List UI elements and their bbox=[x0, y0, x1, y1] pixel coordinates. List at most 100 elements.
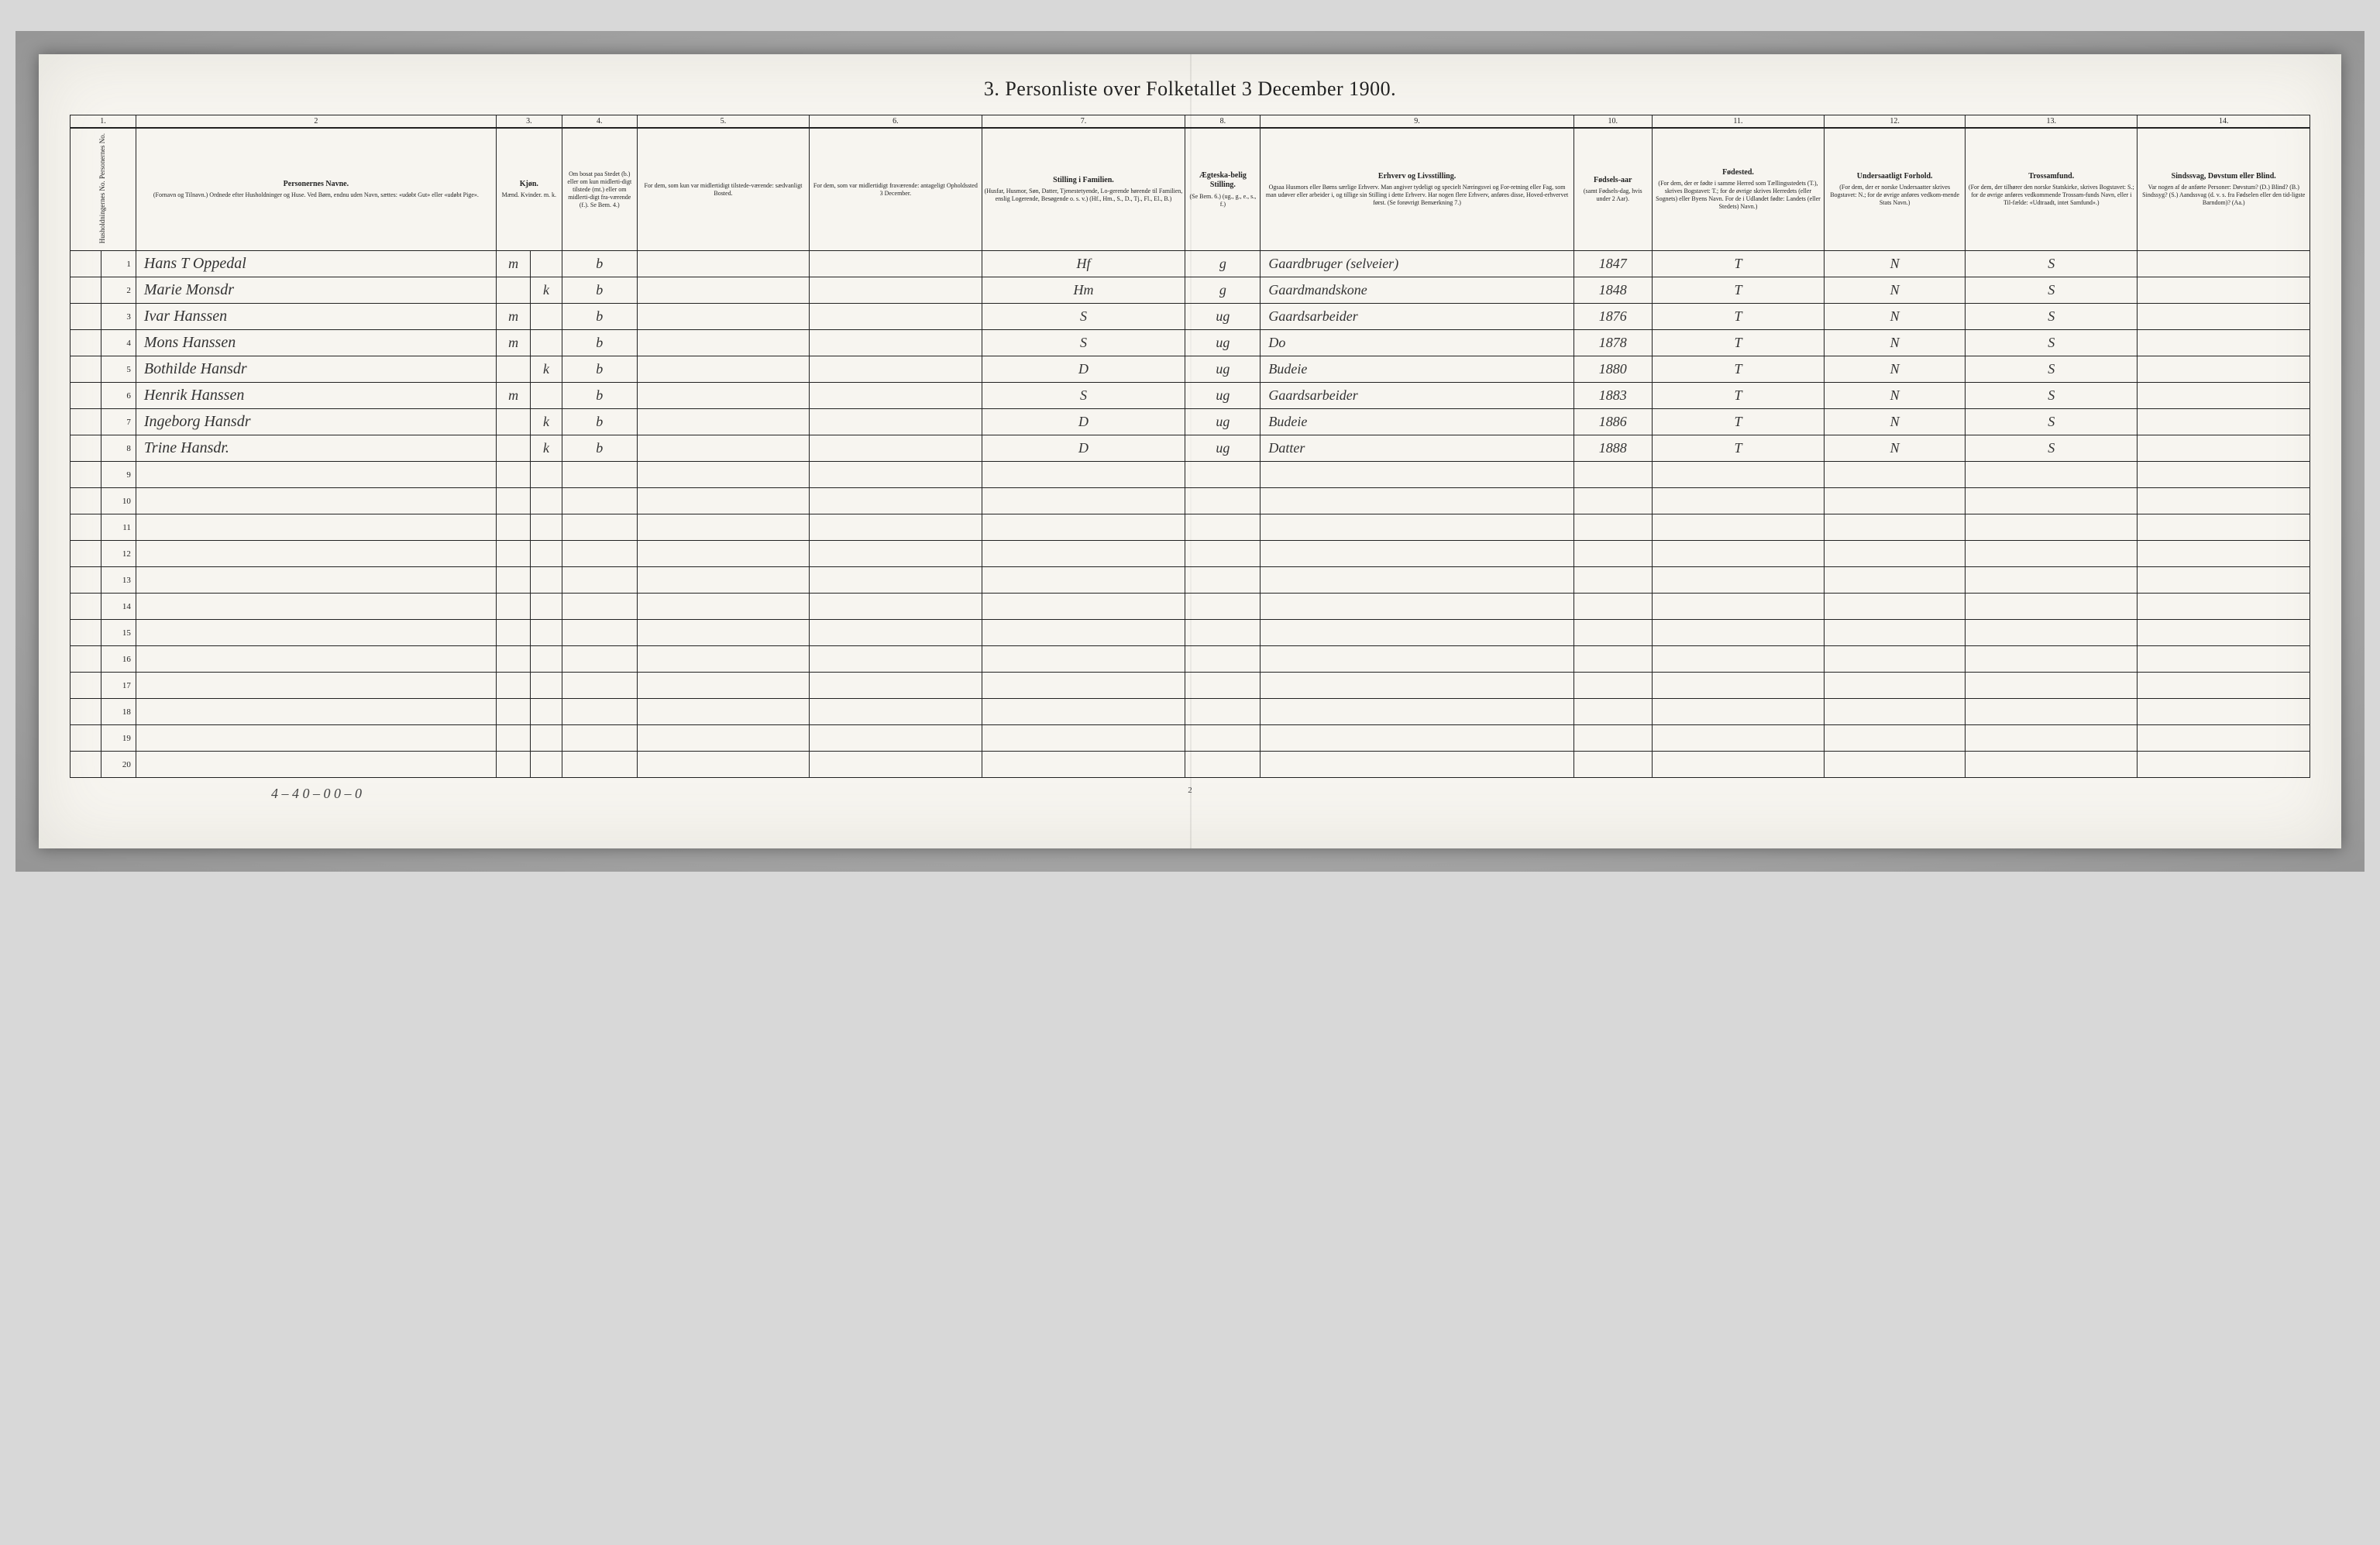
cell-sex-m bbox=[496, 435, 530, 462]
cell-marital bbox=[1185, 594, 1261, 620]
cell-5 bbox=[637, 514, 809, 541]
cell-birthplace: T bbox=[1652, 277, 1824, 304]
cell-sex-m bbox=[496, 567, 530, 594]
cell-5 bbox=[637, 462, 809, 488]
cell-family-pos: D bbox=[982, 435, 1185, 462]
cell-name bbox=[136, 488, 496, 514]
cell-person-no: 10 bbox=[101, 488, 136, 514]
cell-name bbox=[136, 673, 496, 699]
cell-5 bbox=[637, 725, 809, 752]
cell-sex-m bbox=[496, 488, 530, 514]
cell-nationality bbox=[1825, 673, 1966, 699]
cell-14 bbox=[2138, 356, 2310, 383]
cell-sex-m bbox=[496, 462, 530, 488]
cell-religion: S bbox=[1966, 277, 2138, 304]
cell-family-pos: Hm bbox=[982, 277, 1185, 304]
cell-6 bbox=[810, 488, 982, 514]
colnum-14: 14. bbox=[2138, 115, 2310, 129]
cell-sex-k bbox=[531, 541, 562, 567]
cell-sex-m bbox=[496, 699, 530, 725]
colnum-1: 1. bbox=[71, 115, 136, 129]
cell-marital bbox=[1185, 514, 1261, 541]
cell-14 bbox=[2138, 383, 2310, 409]
cell-sex-m bbox=[496, 725, 530, 752]
cell-14 bbox=[2138, 620, 2310, 646]
cell-sex-k bbox=[531, 488, 562, 514]
cell-family-pos bbox=[982, 620, 1185, 646]
colnum-6: 6. bbox=[810, 115, 982, 129]
census-table: 1. 2 3. 4. 5. 6. 7. 8. 9. 10. 11. 12. 13… bbox=[70, 115, 2310, 778]
table-row-empty: 16 bbox=[71, 646, 2310, 673]
cell-14 bbox=[2138, 277, 2310, 304]
cell-6 bbox=[810, 251, 982, 277]
cell-occupation: Budeie bbox=[1261, 356, 1573, 383]
colnum-10: 10. bbox=[1573, 115, 1652, 129]
table-row-empty: 20 bbox=[71, 752, 2310, 778]
cell-birthyear bbox=[1573, 673, 1652, 699]
cell-marital bbox=[1185, 620, 1261, 646]
cell-residence bbox=[562, 673, 637, 699]
cell-sex-m: m bbox=[496, 383, 530, 409]
cell-person-no: 4 bbox=[101, 330, 136, 356]
cell-family-pos bbox=[982, 752, 1185, 778]
cell-14 bbox=[2138, 594, 2310, 620]
cell-5 bbox=[637, 567, 809, 594]
cell-birthplace: T bbox=[1652, 409, 1824, 435]
cell-5 bbox=[637, 304, 809, 330]
header-8: Ægteska-belig Stilling. (Se Bem. 6.) (ug… bbox=[1185, 128, 1261, 251]
cell-5 bbox=[637, 646, 809, 673]
cell-name bbox=[136, 752, 496, 778]
cell-name bbox=[136, 594, 496, 620]
cell-sex-m bbox=[496, 356, 530, 383]
header-12: Undersaatligt Forhold. (For dem, der er … bbox=[1825, 128, 1966, 251]
cell-6 bbox=[810, 673, 982, 699]
cell-birthplace bbox=[1652, 673, 1824, 699]
cell-occupation: Do bbox=[1261, 330, 1573, 356]
cell-person-no: 7 bbox=[101, 409, 136, 435]
table-row-empty: 14 bbox=[71, 594, 2310, 620]
cell-religion bbox=[1966, 699, 2138, 725]
cell-residence: b bbox=[562, 435, 637, 462]
cell-religion bbox=[1966, 752, 2138, 778]
cell-household bbox=[71, 356, 101, 383]
cell-family-pos bbox=[982, 488, 1185, 514]
cell-occupation bbox=[1261, 725, 1573, 752]
cell-14 bbox=[2138, 673, 2310, 699]
cell-birthyear: 1848 bbox=[1573, 277, 1652, 304]
cell-person-no: 12 bbox=[101, 541, 136, 567]
cell-birthplace bbox=[1652, 488, 1824, 514]
cell-occupation: Gaardmandskone bbox=[1261, 277, 1573, 304]
cell-family-pos bbox=[982, 646, 1185, 673]
cell-religion bbox=[1966, 594, 2138, 620]
colnum-12: 12. bbox=[1825, 115, 1966, 129]
cell-5 bbox=[637, 330, 809, 356]
cell-14 bbox=[2138, 752, 2310, 778]
cell-family-pos bbox=[982, 594, 1185, 620]
cell-occupation bbox=[1261, 699, 1573, 725]
cell-residence bbox=[562, 699, 637, 725]
cell-religion: S bbox=[1966, 304, 2138, 330]
cell-nationality: N bbox=[1825, 251, 1966, 277]
cell-nationality: N bbox=[1825, 435, 1966, 462]
cell-birthyear bbox=[1573, 541, 1652, 567]
cell-occupation: Gaardbruger (selveier) bbox=[1261, 251, 1573, 277]
cell-sex-k bbox=[531, 567, 562, 594]
table-row: 8Trine Hansdr.kbDugDatter1888TNS bbox=[71, 435, 2310, 462]
cell-marital: g bbox=[1185, 277, 1261, 304]
cell-sex-k bbox=[531, 251, 562, 277]
footer-tally: 4 – 4 0 – 0 0 – 0 bbox=[271, 786, 362, 801]
cell-birthyear: 1883 bbox=[1573, 383, 1652, 409]
table-row: 3Ivar HanssenmbSugGaardsarbeider1876TNS bbox=[71, 304, 2310, 330]
cell-name: Ivar Hanssen bbox=[136, 304, 496, 330]
cell-birthyear bbox=[1573, 462, 1652, 488]
footer-note: 4 – 4 0 – 0 0 – 0 2 bbox=[70, 786, 2310, 802]
column-number-row: 1. 2 3. 4. 5. 6. 7. 8. 9. 10. 11. 12. 13… bbox=[71, 115, 2310, 129]
cell-nationality bbox=[1825, 567, 1966, 594]
cell-14 bbox=[2138, 488, 2310, 514]
footer-pagenum: 2 bbox=[1188, 786, 1192, 795]
cell-nationality bbox=[1825, 488, 1966, 514]
cell-sex-m: m bbox=[496, 251, 530, 277]
cell-name: Trine Hansdr. bbox=[136, 435, 496, 462]
table-row: 7Ingeborg HansdrkbDugBudeie1886TNS bbox=[71, 409, 2310, 435]
colnum-3: 3. bbox=[496, 115, 562, 129]
